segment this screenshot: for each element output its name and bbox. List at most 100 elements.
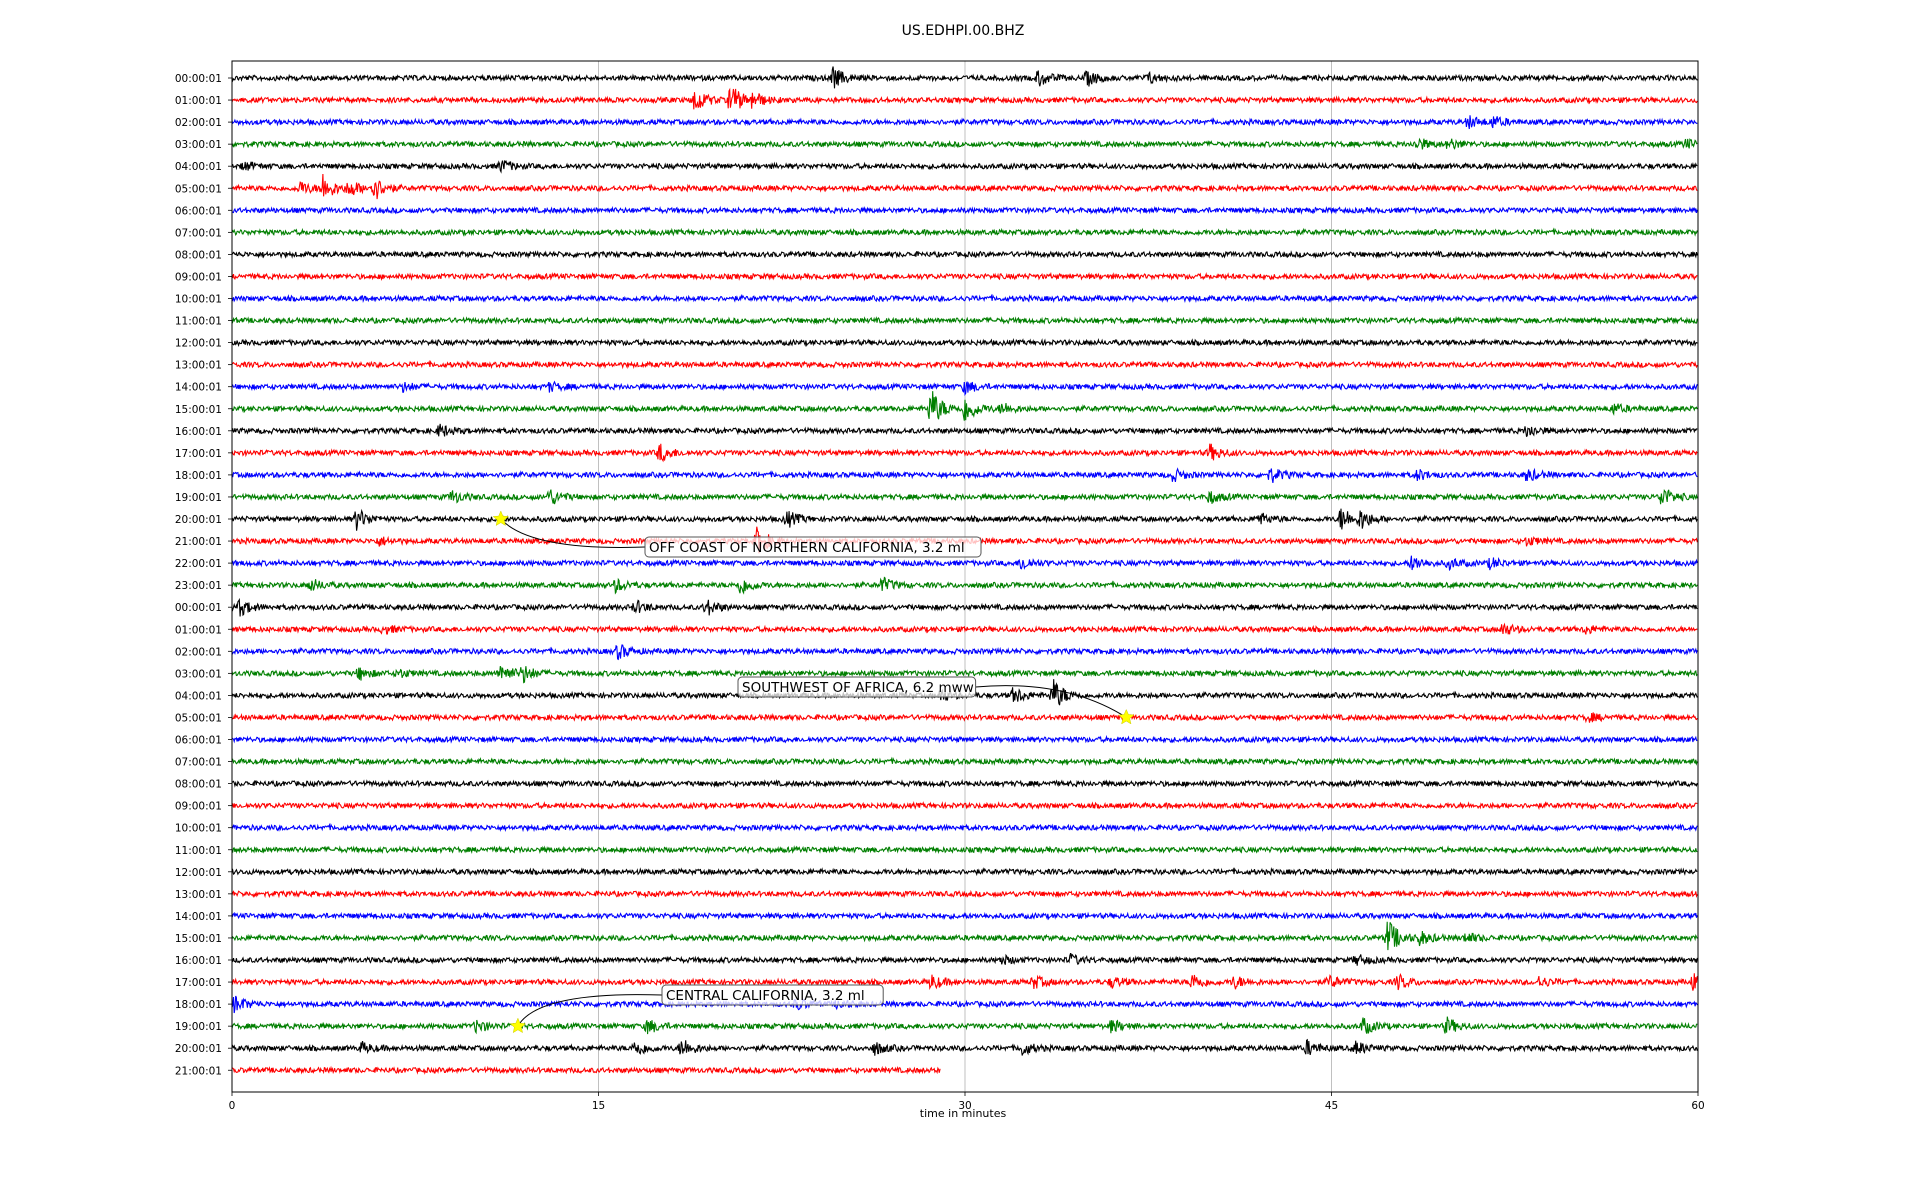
row-time-label: 17:00:01 [175, 977, 222, 989]
seismic-trace [231, 380, 1698, 397]
x-tick-label: 60 [1691, 1100, 1704, 1112]
seismic-trace [231, 1038, 1698, 1056]
row-time-label: 08:00:01 [175, 249, 222, 261]
seismic-trace [231, 921, 1698, 951]
row-time-label: 11:00:01 [175, 316, 222, 328]
seismic-trace [231, 756, 1698, 767]
event-star-marker [492, 510, 510, 527]
row-time-label: 18:00:01 [175, 470, 222, 482]
seismic-trace [231, 576, 1698, 595]
seismic-trace [231, 508, 1698, 531]
row-time-label: 19:00:01 [175, 492, 222, 504]
seismic-trace [232, 160, 1698, 174]
row-time-label: 20:00:01 [175, 1043, 222, 1055]
row-time-label: 02:00:01 [175, 646, 222, 658]
seismic-trace [231, 115, 1698, 130]
seismic-trace [231, 845, 1698, 855]
seismic-trace [231, 271, 1698, 281]
row-time-label: 12:00:01 [175, 867, 222, 879]
row-time-label: 06:00:01 [175, 205, 222, 217]
row-time-label: 02:00:01 [175, 117, 222, 129]
seismic-trace [231, 555, 1698, 572]
row-time-label: 00:00:01 [175, 602, 222, 614]
annotation-label: CENTRAL CALIFORNIA, 3.2 ml [666, 988, 865, 1004]
row-time-label: 14:00:01 [175, 911, 222, 923]
row-time-label: 15:00:01 [175, 933, 222, 945]
seismic-trace [231, 665, 1698, 684]
seismic-trace [231, 597, 1698, 617]
row-time-label: 18:00:01 [175, 999, 222, 1011]
seismic-trace [231, 443, 1698, 463]
seismic-trace [231, 1016, 1698, 1035]
seismic-traces [231, 66, 1698, 1075]
row-time-label: 21:00:01 [175, 1065, 222, 1077]
row-time-label: 20:00:01 [175, 514, 222, 526]
row-time-label: 17:00:01 [175, 448, 222, 460]
row-time-label: 15:00:01 [175, 404, 222, 416]
event-star-marker [509, 1017, 527, 1034]
seismic-trace [231, 889, 1698, 899]
chart-title: US.EDHPI.00.BHZ [902, 23, 1025, 39]
seismic-trace [231, 866, 1698, 877]
seismic-trace [231, 644, 1698, 661]
event-star-marker [1118, 708, 1135, 725]
seismic-trace [231, 488, 1698, 505]
x-tick-label: 30 [958, 1100, 971, 1112]
seismic-trace [231, 972, 1698, 991]
seismic-trace [231, 622, 1698, 635]
seismic-trace [232, 779, 1698, 789]
row-time-label: 19:00:01 [175, 1021, 222, 1033]
annotation-box [661, 984, 884, 1006]
seismic-trace [231, 66, 1698, 89]
seismic-trace [231, 391, 1698, 421]
row-time-label: 05:00:01 [175, 183, 222, 195]
seismic-trace [231, 801, 1698, 811]
row-time-label: 16:00:01 [175, 955, 222, 967]
row-time-label: 06:00:01 [175, 735, 222, 747]
row-time-label: 21:00:01 [175, 536, 222, 548]
seismic-trace [231, 337, 1698, 348]
row-time-label: 07:00:01 [175, 757, 222, 769]
seismic-trace [231, 995, 1698, 1014]
row-time-label: 12:00:01 [175, 338, 222, 350]
row-time-label: 13:00:01 [175, 889, 222, 901]
row-time-label: 03:00:01 [175, 139, 222, 151]
seismic-trace [231, 467, 1698, 483]
seismic-trace [231, 293, 1698, 303]
row-time-label: 09:00:01 [175, 801, 222, 813]
seismic-trace [231, 249, 1698, 259]
annotation-label: SOUTHWEST OF AFRICA, 6.2 mww [742, 680, 974, 696]
seismic-trace [231, 952, 1698, 966]
row-time-label: 03:00:01 [175, 668, 222, 680]
x-axis-label: time in minutes [920, 1107, 1007, 1120]
row-time-label: 04:00:01 [175, 690, 222, 702]
row-time-label: 10:00:01 [175, 823, 222, 835]
row-time-label: 23:00:01 [175, 580, 222, 592]
row-time-label: 09:00:01 [175, 271, 222, 283]
seismic-trace [231, 173, 1698, 200]
row-time-label: 13:00:01 [175, 360, 222, 372]
event-annotations: OFF COAST OF NORTHERN CALIFORNIA, 3.2 ml… [492, 510, 1135, 1034]
seismic-trace [231, 359, 1698, 370]
row-time-label: 01:00:01 [175, 95, 222, 107]
x-tick-label: 15 [592, 1100, 605, 1112]
row-time-label: 11:00:01 [175, 845, 222, 857]
annotation-box [644, 536, 982, 558]
x-tick-label: 0 [229, 1100, 236, 1112]
seismic-trace [231, 423, 1698, 438]
row-time-label: 10:00:01 [175, 294, 222, 306]
seismic-trace [231, 712, 1698, 724]
seismic-trace [231, 227, 1698, 237]
annotation-arrow [975, 685, 1127, 718]
seismic-trace [231, 734, 1698, 745]
row-time-label: 07:00:01 [175, 227, 222, 239]
annotation-label: OFF COAST OF NORTHERN CALIFORNIA, 3.2 ml [649, 540, 965, 556]
seismic-trace [231, 137, 1698, 150]
row-time-label: 16:00:01 [175, 426, 222, 438]
seismic-trace [231, 315, 1698, 326]
seismic-trace [231, 822, 1698, 833]
annotation-arrow [517, 994, 663, 1027]
row-time-label: 08:00:01 [175, 779, 222, 791]
row-time-label: 04:00:01 [175, 161, 222, 173]
